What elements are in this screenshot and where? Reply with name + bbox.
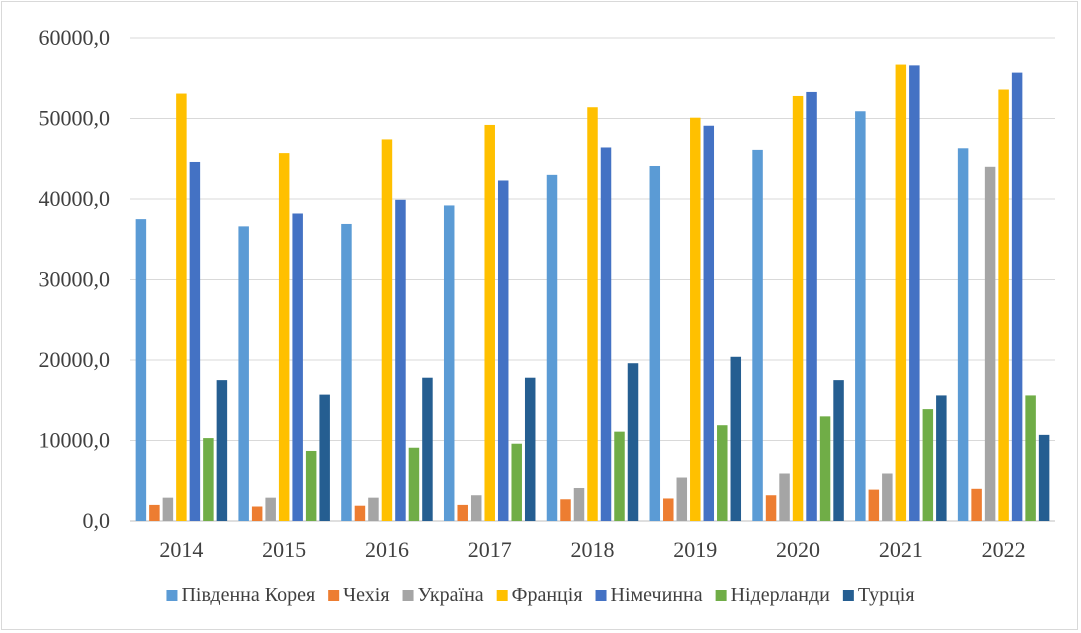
bar-Франція-2018 bbox=[587, 107, 598, 521]
bar-Німечинна-2017 bbox=[497, 180, 509, 522]
legend-swatch bbox=[595, 590, 607, 601]
bar-Україна-2022 bbox=[984, 166, 996, 522]
bar-Південна-Корея-2015 bbox=[238, 226, 249, 521]
bar-Україна-2018 bbox=[573, 487, 585, 521]
bar-Південна-Корея-2021 bbox=[855, 111, 866, 521]
x-axis-tick-labels: 2014 2015 2016 2017 2018 2019 2020 2021 2022 bbox=[159, 537, 1025, 562]
x-tick-label: 2017 bbox=[468, 537, 512, 562]
bar-Україна-2015 bbox=[265, 497, 276, 521]
bar-Україна-2019 bbox=[676, 477, 688, 521]
bar-Чехія-2019 bbox=[663, 498, 674, 521]
bar-Нідерланди-2020 bbox=[819, 416, 831, 521]
bar-Південна-Корея-2016 bbox=[341, 223, 352, 521]
bar-Турція-2019 bbox=[730, 356, 742, 521]
bar-Нідерланди-2022 bbox=[1025, 395, 1036, 521]
bar-Нідерланди-2014 bbox=[203, 438, 214, 521]
bar-Франція-2015 bbox=[278, 153, 290, 522]
bar-Франція-2014 bbox=[176, 93, 187, 522]
bar-Німечинна-2021 bbox=[909, 65, 920, 522]
bar-Турція-2020 bbox=[833, 380, 844, 521]
legend-entry-label: Франція bbox=[512, 584, 583, 606]
legend-swatch bbox=[166, 590, 178, 601]
x-tick-label: 2015 bbox=[262, 537, 306, 562]
legend-entry-label: Південна Корея bbox=[181, 584, 315, 606]
bars bbox=[135, 64, 1050, 522]
bar-Турція-2017 bbox=[524, 377, 536, 521]
bar-Україна-2017 bbox=[470, 495, 482, 521]
bar-Україна-2021 bbox=[882, 473, 893, 521]
bar-Франція-2019 bbox=[690, 117, 701, 521]
y-tick-label: 60000,0 bbox=[39, 25, 111, 50]
bar-Нідерланди-2016 bbox=[408, 447, 420, 521]
bar-Південна-Корея-2018 bbox=[546, 174, 558, 521]
legend-swatch bbox=[715, 590, 727, 601]
bar-Франція-2022 bbox=[998, 89, 1009, 522]
legend-swatch bbox=[402, 590, 414, 601]
legend-swatch bbox=[328, 590, 340, 601]
bar-Турція-2015 bbox=[319, 394, 330, 521]
bar-Турція-2016 bbox=[422, 377, 433, 521]
bar-Чехія-2015 bbox=[251, 506, 263, 521]
y-tick-label: 50000,0 bbox=[39, 106, 111, 131]
x-tick-label: 2022 bbox=[982, 537, 1026, 562]
bar-Південна-Корея-2020 bbox=[752, 149, 763, 521]
legend-swatch bbox=[496, 590, 508, 601]
bar-Чехія-2021 bbox=[868, 489, 880, 521]
bar-Турція-2022 bbox=[1038, 434, 1050, 521]
y-tick-label: 20000,0 bbox=[39, 347, 111, 372]
bar-Нідерланди-2018 bbox=[614, 431, 625, 521]
bar-Нідерланди-2015 bbox=[305, 450, 317, 521]
legend: Південна Корея Чехія Україна Франція Німечин… bbox=[166, 584, 915, 606]
y-tick-label: 30000,0 bbox=[39, 267, 111, 292]
bar-Південна-Корея-2014 bbox=[135, 219, 147, 521]
x-tick-label: 2021 bbox=[879, 537, 923, 562]
bar-Німечинна-2018 bbox=[600, 147, 612, 522]
bar-Німечинна-2022 bbox=[1011, 72, 1023, 522]
bar-Україна-2014 bbox=[162, 497, 174, 521]
legend-entry-label: Чехія bbox=[343, 584, 389, 606]
bar-Німечинна-2019 bbox=[703, 125, 715, 522]
bar-Франція-2020 bbox=[792, 95, 804, 522]
bar-Турція-2014 bbox=[216, 380, 228, 521]
legend-entry-label: Німечинна bbox=[611, 584, 703, 606]
legend-entry-label: Нідерланди bbox=[731, 584, 831, 606]
bar-Чехія-2016 bbox=[354, 505, 366, 521]
bar-Чехія-2022 bbox=[971, 488, 982, 521]
x-tick-label: 2020 bbox=[776, 537, 820, 562]
bar-Франція-2017 bbox=[484, 124, 495, 521]
legend-swatch bbox=[842, 590, 854, 601]
bar-Франція-2021 bbox=[895, 64, 907, 521]
bar-Франція-2016 bbox=[381, 139, 393, 521]
bar-Україна-2020 bbox=[779, 473, 790, 521]
x-tick-label: 2019 bbox=[673, 537, 717, 562]
bar-Німечинна-2015 bbox=[292, 213, 303, 522]
legend-entry-label: Україна bbox=[418, 584, 484, 606]
y-tick-label: 40000,0 bbox=[39, 186, 111, 211]
bar-Нідерланди-2019 bbox=[717, 425, 728, 521]
x-tick-label: 2016 bbox=[365, 537, 409, 562]
bar-Німечинна-2016 bbox=[395, 199, 406, 521]
bar-Німечинна-2020 bbox=[806, 91, 817, 521]
bar-Чехія-2018 bbox=[560, 499, 571, 521]
x-tick-label: 2014 bbox=[159, 537, 203, 562]
bar-Турція-2021 bbox=[936, 395, 947, 521]
y-axis-tick-labels: 0,0 10000,0 20000,0 30000,0 40000,0 50000,0 60… bbox=[39, 25, 111, 533]
bar-Південна-Корея-2017 bbox=[443, 205, 455, 521]
legend-entry-label: Турція bbox=[858, 584, 915, 606]
bar-Південна-Корея-2022 bbox=[957, 148, 969, 521]
y-tick-label: 0,0 bbox=[83, 508, 111, 533]
bar-Нідерланди-2017 bbox=[511, 443, 522, 521]
y-tick-label: 10000,0 bbox=[39, 428, 111, 453]
bar-Чехія-2014 bbox=[149, 504, 160, 521]
bar-Німечинна-2014 bbox=[189, 161, 201, 521]
bar-Чехія-2017 bbox=[457, 504, 468, 521]
bar-Турція-2018 bbox=[627, 363, 639, 521]
bar-Україна-2016 bbox=[368, 497, 379, 521]
bar-Південна-Корея-2019 bbox=[649, 165, 661, 521]
x-tick-label: 2018 bbox=[571, 537, 615, 562]
bar-Чехія-2020 bbox=[765, 495, 777, 521]
bar-Нідерланди-2021 bbox=[922, 409, 934, 521]
